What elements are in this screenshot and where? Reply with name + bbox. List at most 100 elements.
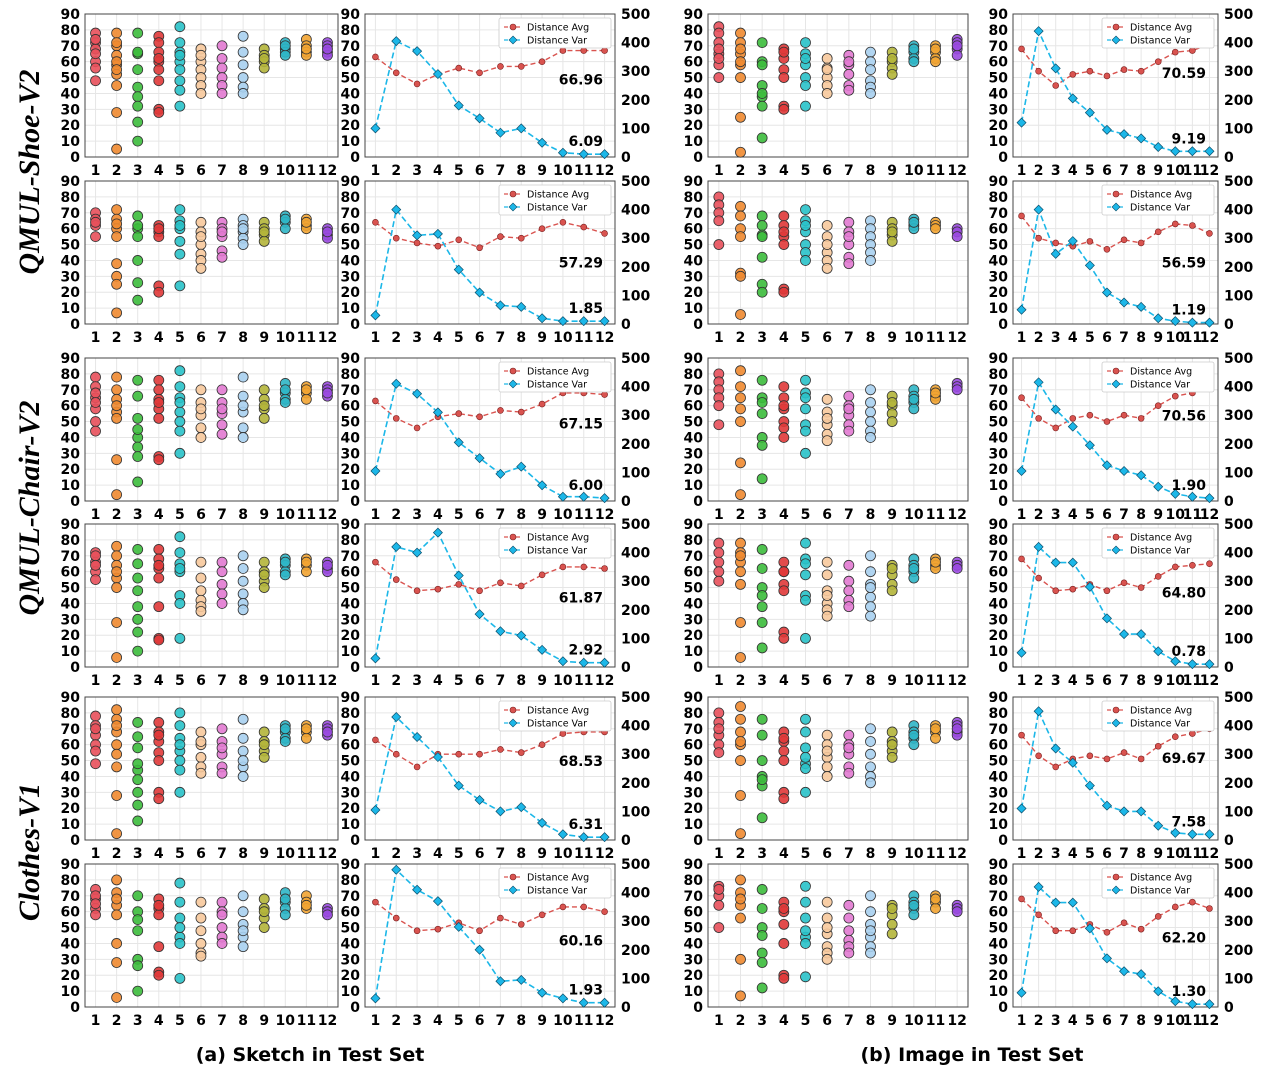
x-tick-label: 10 [276,330,296,346]
y-tick-label: 20 [61,118,81,134]
plot-frame [364,13,616,158]
scatter-point [237,575,249,587]
scatter-point [886,726,898,738]
y-tick-label: 20 [989,118,1009,134]
x-tick-label: 1 [1017,163,1027,179]
scatter-point [174,896,186,908]
x-tick-label: 10 [553,673,573,689]
scatter-point [132,255,144,266]
x-tick-label: 4 [154,1013,164,1029]
avg-point [1086,752,1094,760]
x-tick-label: 2 [112,163,122,179]
scatter-point [821,412,833,424]
x-tick-label: 3 [1051,846,1061,862]
scatter-point [778,46,790,58]
avg-point [1103,418,1111,425]
y2-tick-label: 300 [621,64,650,80]
scatter-point [258,906,270,918]
var-point [391,541,402,552]
y2-tick-label: 200 [621,603,650,619]
scatter-point [713,537,725,549]
scatter-point [865,906,876,918]
x-tick-label: 6 [475,163,485,179]
scatter-point [216,938,228,949]
y-tick-label: 50 [989,921,1009,937]
scatter-point [195,231,207,243]
scatter-point [800,80,811,91]
var-point [1033,541,1044,552]
x-tick-label: 12 [1200,673,1219,689]
y2-tick-label: 100 [621,121,650,137]
x-tick-label: 4 [1068,673,1078,689]
scatter-point [153,544,165,555]
y-tick-label: 70 [684,889,704,905]
x-tick-label: 7 [496,1013,506,1029]
y-tick-label: 10 [61,817,81,833]
var-point [1067,897,1078,908]
y2-tick-label: 500 [1224,351,1253,367]
avg-point [1103,929,1111,936]
scatter-point [132,100,144,112]
var-point [474,944,485,955]
avg-point [1052,927,1060,935]
var-point [599,657,610,668]
plot-frame [84,523,339,668]
y-tick-label: 90 [684,690,704,706]
x-tick-label: 12 [318,507,337,523]
y-tick-label: 60 [684,399,704,415]
var-point [599,316,610,327]
y-tick-label: 30 [989,269,1009,285]
avg-point [392,69,400,77]
scatter-point [756,563,768,574]
scatter-point [237,432,249,443]
scatter-point [800,558,811,570]
scatter-point [713,53,725,64]
var-point [1119,629,1130,640]
scatter-point [800,403,811,415]
scatter-point [153,793,165,805]
y-tick-label: 10 [684,644,704,660]
scatter-point [865,582,876,593]
avg-point [455,750,463,758]
y-tick-label: 0 [693,317,703,333]
x-tick-label: 3 [412,673,422,689]
scatter-point [778,72,790,83]
avg-point [1069,415,1077,422]
x-tick-label: 9 [887,673,897,689]
y-tick-label: 50 [684,415,704,431]
var-point [453,100,464,111]
y-tick-label: 20 [989,801,1009,817]
avg-point [1171,903,1179,911]
var-line [374,715,605,838]
y-tick-label: 70 [684,722,704,738]
scatter-point [843,84,855,96]
var-point [370,123,381,134]
scatter-point [713,575,725,587]
scatter-point [132,412,144,424]
scatter-point [90,574,101,586]
scatter-point [821,64,833,76]
scatter-point [216,767,228,779]
scatter-point [908,572,920,584]
y-tick-label: 0 [998,660,1008,676]
y-tick-label: 20 [61,801,81,817]
scatter-point [908,393,920,405]
scatter-point [174,786,186,798]
avg-point [1018,394,1025,402]
y-tick-label: 80 [684,706,704,722]
scatter-point [800,912,811,924]
x-tick-label: 4 [433,507,443,523]
x-tick-label: 1 [91,1013,101,1029]
scatter-point [216,88,228,99]
var-point [1187,659,1198,670]
scatter-point [111,566,123,578]
scatter-point [195,384,207,396]
y2-tick-label: 400 [621,203,650,219]
x-tick-label: 10 [904,163,924,179]
y2-tick-label: 400 [621,719,650,735]
scatter-point [843,425,855,437]
y-tick-label: 90 [684,351,704,367]
